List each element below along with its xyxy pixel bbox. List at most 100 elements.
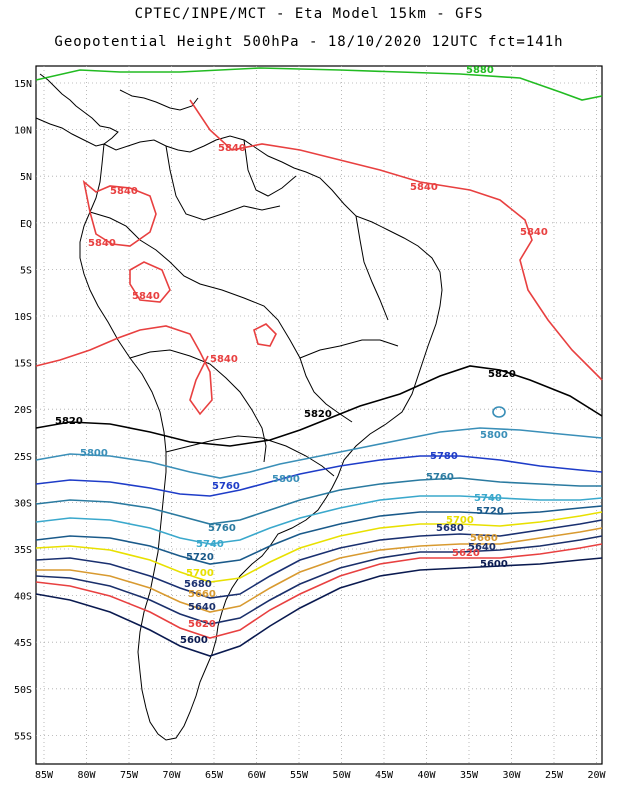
contour-5720 — [35, 505, 603, 565]
lat-tick-label: 20S — [14, 405, 32, 416]
lon-tick-label: 65W — [205, 770, 224, 781]
lat-tick-label: 35S — [14, 545, 32, 556]
contour-5840-cell3 — [253, 323, 277, 347]
lon-tick-label: 25W — [545, 770, 564, 781]
label-5760: 5760 — [212, 481, 240, 492]
label-5780: 5780 — [430, 451, 458, 462]
contour-5840-south — [35, 325, 213, 416]
contour-5760 — [35, 477, 602, 525]
contour-5700 — [35, 511, 603, 583]
coast-caribbean — [119, 89, 199, 111]
label-5800: 5800 — [480, 430, 508, 441]
contour-5820 — [35, 365, 603, 447]
lat-tick-label: EQ — [20, 219, 32, 230]
lon-tick-label: 40W — [417, 770, 436, 781]
label-5840: 5840 — [88, 238, 116, 249]
label-5700: 5700 — [446, 515, 474, 526]
label-5820: 5820 — [488, 369, 516, 380]
label-5720: 5720 — [186, 552, 214, 563]
label-5820: 5820 — [55, 416, 83, 427]
lat-tick-label: 15N — [14, 79, 32, 90]
label-5720: 5720 — [476, 506, 504, 517]
label-5600: 5600 — [480, 559, 508, 570]
lon-tick-label: 30W — [502, 770, 521, 781]
lat-tick-label: 50S — [14, 685, 32, 696]
lat-tick-label: 5S — [20, 265, 32, 276]
lat-tick-label: 30S — [14, 498, 32, 509]
coast-south-america — [79, 135, 443, 741]
contour-5800-cell — [492, 406, 506, 418]
lat-tick-label: 55S — [14, 731, 32, 742]
lat-tick-label: 10N — [14, 126, 32, 137]
lon-tick-label: 80W — [77, 770, 96, 781]
label-5640: 5640 — [188, 602, 216, 613]
border-brazil-states — [299, 339, 399, 359]
label-5820: 5820 — [304, 409, 332, 420]
lon-tick-label: 85W — [35, 770, 54, 781]
lon-tick-label: 55W — [290, 770, 309, 781]
lat-tick-label: 25S — [14, 452, 32, 463]
label-5740: 5740 — [196, 539, 224, 550]
lon-tick-label: 45W — [375, 770, 394, 781]
label-5760: 5760 — [208, 523, 236, 534]
border-argentina-paraguay — [165, 435, 335, 477]
lon-tick-label: 75W — [120, 770, 139, 781]
contour-5780 — [35, 455, 603, 497]
map-title: CPTEC/INPE/MCT - Eta Model 15km - GFS — [134, 6, 484, 22]
lon-tick-label: 60W — [247, 770, 266, 781]
label-5840: 5840 — [210, 354, 238, 365]
border-venezuela-colombia — [165, 145, 281, 221]
lon-tick-label: 20W — [587, 770, 606, 781]
contour-5840-main — [189, 99, 603, 381]
contour-5740 — [35, 495, 603, 545]
contour-5840-cell2 — [129, 261, 171, 303]
contour-5680 — [35, 519, 603, 599]
label-5680: 5680 — [184, 579, 212, 590]
contour-5880 — [35, 67, 603, 101]
border-brazil-west — [89, 211, 353, 423]
contour-5620 — [35, 543, 603, 639]
border-guianas — [243, 139, 297, 197]
label-5600: 5600 — [180, 635, 208, 646]
longitude-ticks: 85W 80W 75W 70W 65W 60W 55W 50W 45W 40W 35W 30W 25W 2… — [35, 770, 607, 781]
contour-labels: 5880 5840 5840 5840 5840 5840 5840 5840 … — [55, 65, 548, 646]
lat-tick-label: 5N — [20, 172, 32, 183]
plot-frame — [35, 65, 603, 765]
lat-tick-label: 10S — [14, 312, 32, 323]
contour-5600 — [35, 557, 603, 657]
label-5800: 5800 — [272, 474, 300, 485]
border-bolivia-peru — [129, 349, 267, 463]
latitude-ticks: 15N 10N 5N EQ 5S 10S 15S 20S 25S 30S 35S 40S 45S 50S 5… — [14, 79, 32, 742]
label-5840: 5840 — [132, 291, 160, 302]
label-5700: 5700 — [186, 568, 214, 579]
contour-5800 — [35, 427, 603, 479]
contours — [35, 67, 603, 657]
lon-tick-label: 50W — [332, 770, 351, 781]
contour-5840-cell1 — [82, 179, 157, 247]
label-5620: 5620 — [188, 619, 216, 630]
lon-tick-label: 35W — [460, 770, 479, 781]
label-5880: 5880 — [466, 65, 494, 76]
label-5740: 5740 — [474, 493, 502, 504]
label-5660: 5660 — [188, 589, 216, 600]
label-5840: 5840 — [410, 182, 438, 193]
coastlines — [35, 73, 443, 741]
label-5620: 5620 — [452, 548, 480, 559]
label-5760: 5760 — [426, 472, 454, 483]
label-5840: 5840 — [520, 227, 548, 238]
label-5840: 5840 — [110, 186, 138, 197]
lat-tick-label: 40S — [14, 592, 32, 603]
label-5640: 5640 — [468, 542, 496, 553]
coast-central-america — [35, 73, 119, 147]
border-brazil-states2 — [355, 215, 389, 321]
label-5840: 5840 — [218, 143, 246, 154]
label-5800: 5800 — [80, 448, 108, 459]
contour-5660 — [36, 527, 603, 613]
label-5680: 5680 — [436, 523, 464, 534]
contour-5640 — [35, 535, 603, 625]
label-5660: 5660 — [470, 533, 498, 544]
lat-tick-label: 45S — [14, 638, 32, 649]
lat-tick-label: 15S — [14, 359, 32, 370]
lon-tick-label: 70W — [162, 770, 181, 781]
map-subtitle: Geopotential Height 500hPa - 18/10/2020 … — [54, 34, 564, 50]
